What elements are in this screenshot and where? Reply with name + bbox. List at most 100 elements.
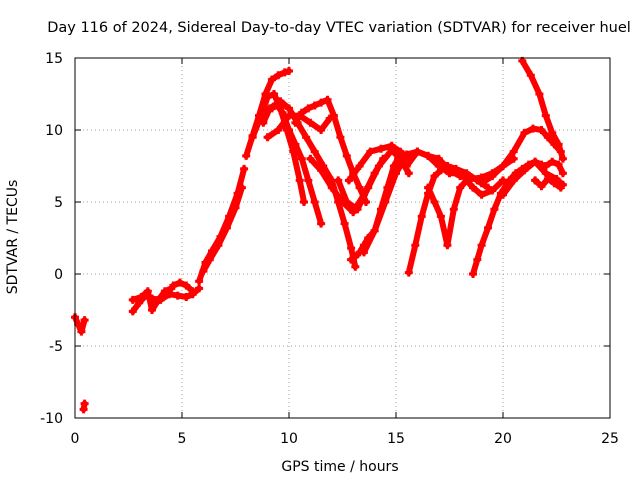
data-point	[387, 141, 396, 150]
data-point	[295, 176, 304, 185]
y-tick-label: 5	[54, 195, 63, 211]
data-point	[317, 166, 326, 175]
data-point	[520, 166, 529, 175]
data-point	[387, 146, 396, 155]
data-point	[548, 157, 557, 166]
y-axis-label: SDTVAR / TECUs	[5, 180, 21, 295]
data-point	[404, 169, 413, 178]
data-point	[430, 172, 439, 181]
data-point	[148, 306, 156, 314]
data-point	[466, 175, 475, 183]
data-point	[222, 223, 231, 232]
data-point	[554, 160, 563, 169]
data-point	[317, 219, 326, 228]
data-point	[499, 190, 507, 199]
data-point	[205, 255, 214, 264]
data-point	[199, 267, 208, 276]
data-point	[355, 183, 364, 192]
data-point	[285, 67, 293, 75]
data-point	[188, 287, 197, 296]
data-point	[469, 270, 477, 278]
y-tick-label: 10	[45, 123, 63, 139]
data-point	[355, 162, 364, 170]
data-point	[392, 169, 400, 178]
data-point	[509, 147, 518, 156]
data-point	[518, 56, 527, 65]
data-point	[394, 154, 403, 163]
series-track-26	[531, 175, 565, 192]
data-point	[411, 241, 420, 250]
data-point	[377, 144, 385, 153]
data-point	[128, 307, 137, 316]
data-point	[404, 268, 413, 277]
data-point	[377, 205, 385, 214]
data-point	[338, 198, 347, 206]
series-line	[478, 125, 564, 187]
data-point	[488, 186, 497, 195]
data-point	[484, 183, 492, 192]
data-point	[456, 183, 465, 192]
data-point	[451, 164, 460, 173]
data-point	[276, 97, 285, 106]
data-point	[531, 176, 540, 185]
data-point	[558, 154, 567, 163]
data-point	[334, 198, 343, 206]
series-line	[72, 314, 88, 335]
data-point	[535, 90, 544, 98]
data-point	[462, 169, 471, 178]
data-point	[509, 176, 518, 185]
data-point	[499, 162, 507, 170]
y-tick-label: 0	[54, 267, 63, 283]
data-point	[285, 104, 293, 113]
data-point	[548, 128, 557, 137]
data-point	[449, 205, 458, 214]
data-point	[389, 162, 398, 170]
series-track-1	[71, 313, 89, 336]
data-point	[291, 140, 300, 149]
data-point	[285, 126, 293, 134]
series-track-4	[128, 284, 176, 314]
data-point	[165, 290, 174, 299]
y-tick-label: -5	[49, 339, 63, 355]
data-point	[310, 147, 319, 156]
data-point	[143, 287, 152, 296]
data-point	[195, 284, 204, 293]
data-point	[135, 298, 144, 307]
axis-ticks: 0 5 10 15 20 25 -10 -5 0 5 10 15	[40, 51, 619, 447]
data-point	[175, 278, 184, 287]
series-track-25	[499, 157, 567, 199]
data-point	[257, 111, 266, 120]
plot-frame	[74, 57, 611, 419]
data-point	[304, 176, 313, 185]
data-point	[240, 164, 249, 173]
data-point	[169, 281, 178, 290]
data-point	[364, 234, 373, 242]
data-point	[242, 151, 251, 160]
y-tick-label: -10	[40, 411, 63, 427]
data-point	[80, 399, 89, 408]
data-point	[499, 176, 507, 185]
data-point	[558, 169, 567, 178]
series-track-7	[199, 183, 246, 276]
data-point	[473, 255, 482, 264]
data-point	[430, 198, 439, 206]
series-track-12	[267, 97, 360, 271]
data-point	[509, 154, 518, 163]
data-point	[347, 244, 356, 253]
data-point	[261, 90, 270, 98]
data-series	[71, 56, 567, 414]
data-point	[327, 176, 336, 185]
data-point	[505, 176, 514, 185]
data-point	[526, 71, 535, 80]
data-point	[297, 154, 306, 163]
data-point	[351, 262, 360, 271]
data-point	[128, 295, 137, 304]
data-point	[310, 101, 319, 110]
data-point	[310, 198, 319, 206]
data-point	[270, 90, 278, 98]
data-point	[445, 166, 454, 175]
x-tick-label: 20	[494, 431, 512, 447]
data-point	[74, 320, 83, 329]
series-track-2	[79, 399, 89, 414]
